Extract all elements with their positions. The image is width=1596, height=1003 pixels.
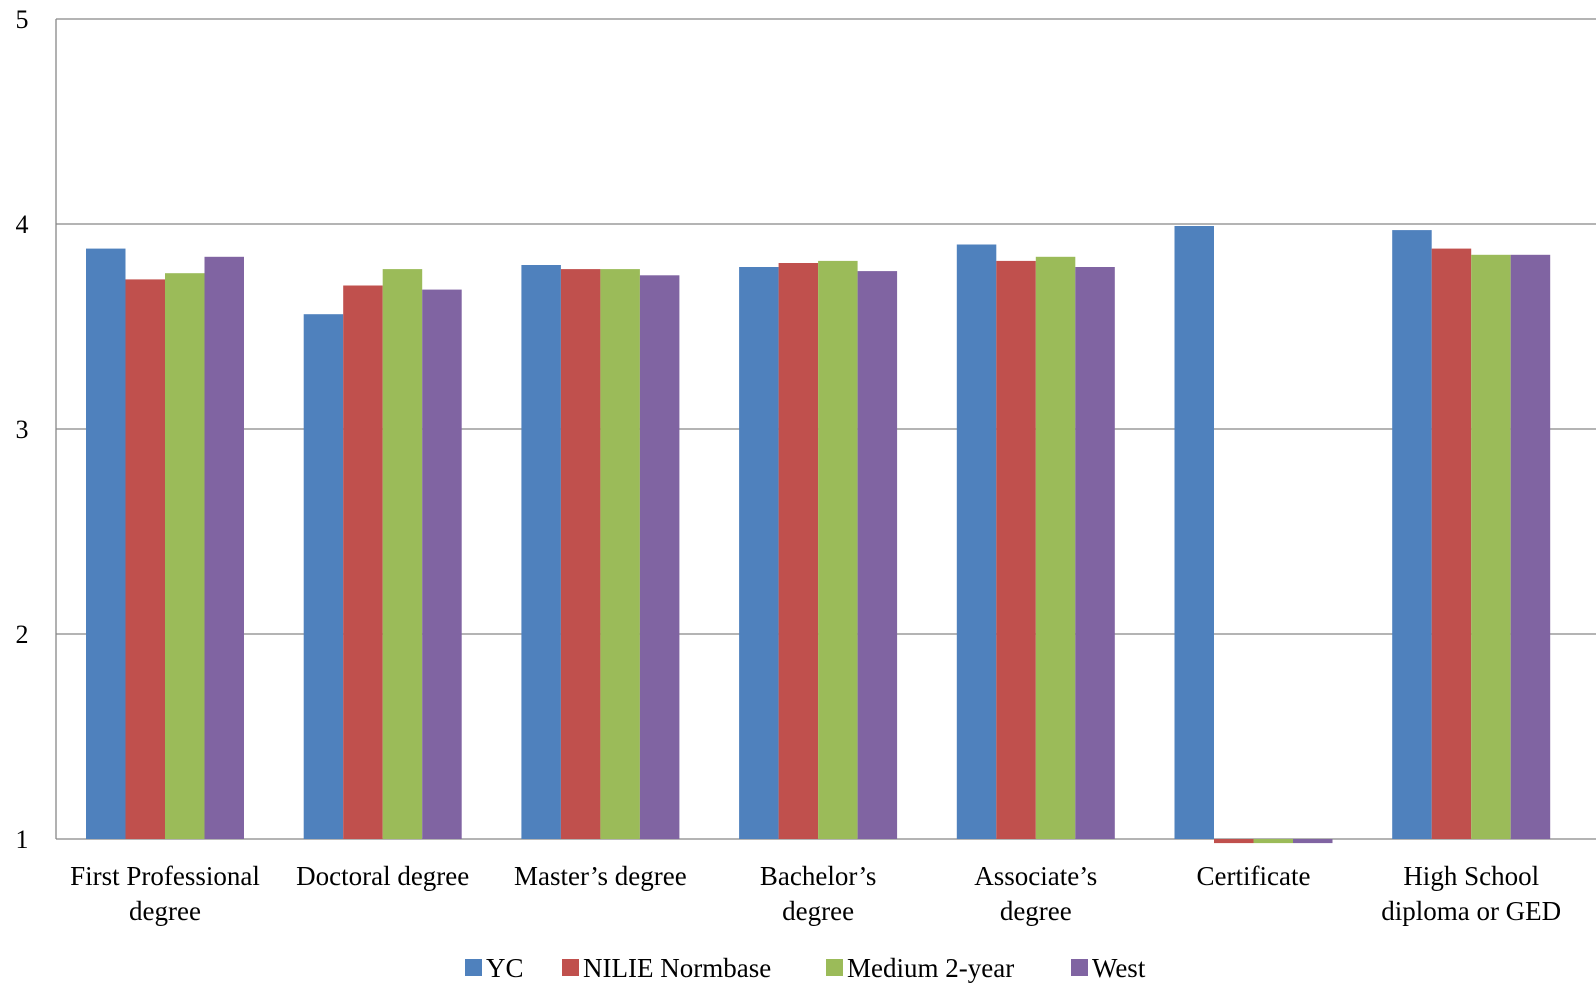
x-axis-tick-labels: First Professional degree Doctoral degree M… (70, 861, 1561, 926)
x-tick-label: Associate’s degree (974, 861, 1097, 926)
legend-label: West (1092, 953, 1146, 983)
bar-nilie-normbase-2 (560, 269, 601, 840)
bar-nilie-normbase-1 (343, 285, 383, 839)
x-tick-label: First Professional degree (70, 861, 260, 926)
legend: YC NILIE Normbase Medium 2-year West (465, 953, 1146, 983)
y-tick-label: 5 (16, 5, 29, 34)
legend-item-yc: YC (465, 953, 524, 983)
bar-yc-0 (86, 248, 126, 840)
legend-label: YC (486, 953, 524, 983)
bar-yc-2 (521, 265, 561, 839)
x-tick-label: Bachelor’s degree (760, 861, 876, 926)
bar-nilie-normbase-4 (996, 260, 1036, 839)
bar-nilie-normbase-3 (778, 263, 819, 839)
legend-swatch (1071, 959, 1088, 976)
bar-medium-2-year-5 (1253, 839, 1293, 844)
bar-yc-5 (1174, 226, 1214, 839)
bar-nilie-normbase-0 (125, 279, 165, 839)
x-tick-label: Doctoral degree (296, 861, 469, 891)
bar-medium-2-year-1 (382, 269, 423, 840)
legend-swatch (562, 959, 579, 976)
legend-swatch (826, 959, 843, 976)
y-axis-tick-labels: 1 2 3 4 5 (16, 5, 29, 854)
y-tick-label: 4 (16, 210, 29, 239)
bar-west-1 (422, 289, 462, 840)
bar-west-0 (204, 256, 244, 839)
bar-yc-4 (956, 244, 997, 839)
legend-swatch (465, 959, 482, 976)
bar-yc-3 (739, 267, 779, 839)
bar-medium-2-year-2 (600, 269, 640, 840)
bar-west-2 (639, 275, 680, 840)
legend-item-nilie-normbase: NILIE Normbase (562, 953, 771, 983)
bars (86, 226, 1551, 844)
bar-medium-2-year-6 (1471, 254, 1511, 840)
bar-yc-6 (1392, 230, 1432, 840)
bar-medium-2-year-4 (1035, 256, 1076, 839)
legend-item-medium-2-year: Medium 2-year (826, 953, 1014, 983)
legend-label: NILIE Normbase (583, 953, 771, 983)
bar-west-5 (1293, 839, 1333, 844)
bar-yc-1 (303, 314, 344, 839)
bar-nilie-normbase-6 (1431, 248, 1472, 840)
bar-medium-2-year-3 (818, 260, 858, 839)
legend-item-west: West (1071, 953, 1146, 983)
legend-label: Medium 2-year (847, 953, 1014, 983)
bar-west-6 (1510, 254, 1551, 840)
bar-west-4 (1075, 267, 1115, 839)
y-tick-label: 2 (16, 620, 29, 649)
bar-nilie-normbase-5 (1214, 839, 1254, 844)
y-tick-label: 3 (16, 415, 29, 444)
x-tick-label: Master’s degree (514, 861, 687, 891)
x-tick-label: Certificate (1197, 861, 1311, 891)
bar-west-3 (857, 271, 898, 840)
y-tick-label: 1 (16, 825, 29, 854)
x-tick-label: High School diploma or GED (1381, 861, 1561, 926)
bar-medium-2-year-0 (165, 273, 205, 839)
